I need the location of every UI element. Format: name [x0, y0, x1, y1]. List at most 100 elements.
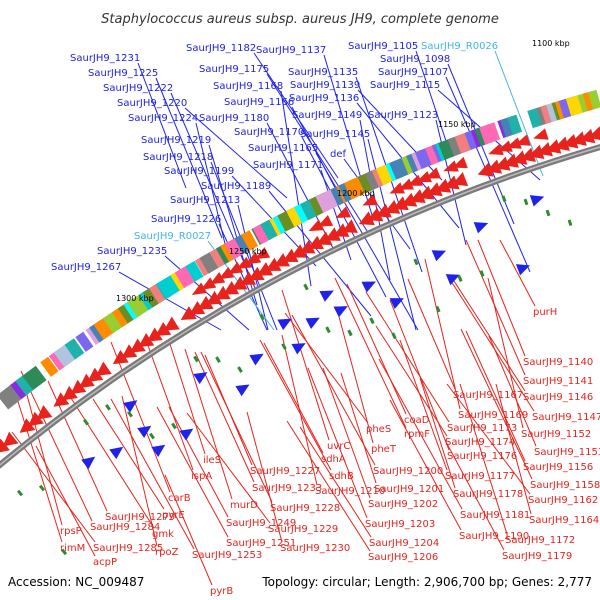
reverse-gene-arrow: [367, 207, 384, 222]
reverse-gene-label: SaurJH9_1229: [268, 524, 338, 535]
reverse-gene-arrow: [443, 160, 459, 172]
reverse-label-connector: [322, 367, 371, 499]
reverse-label-connector: [346, 283, 407, 415]
reverse-gene-arrow: [486, 159, 503, 174]
forward-gene-label: SaurJH9_1182: [186, 43, 256, 54]
forward-label-connector: [137, 62, 187, 189]
reverse-gene-label: SaurJH9_1279: [105, 512, 175, 523]
kbp-tick-label: 1150 kbp: [438, 120, 476, 129]
reverse-label-connector: [399, 339, 448, 471]
tick-mark: [479, 270, 485, 277]
forward-label-connector: [237, 204, 269, 331]
reverse-gene-arrow: [121, 344, 138, 359]
reverse-gene-label: SaurJH9_1203: [365, 519, 435, 530]
reverse-gene-label: SaurJH9_1190: [459, 531, 529, 542]
tick-mark: [303, 283, 309, 291]
forward-gene-label: SaurJH9_1107: [378, 67, 448, 78]
reverse-gene-arrow: [407, 174, 423, 186]
forward-gene-label: SaurJH9_1189: [201, 181, 271, 192]
genome-summary-text: Topology: circular; Length: 2,906,700 bp…: [261, 575, 592, 589]
reverse-gene-label: SaurJH9_1174: [445, 437, 515, 448]
reverse-gene-label: pyrB: [210, 586, 233, 597]
forward-gene-label: SaurJH9_1219: [141, 135, 211, 146]
reverse-label-connector: [14, 391, 63, 543]
functional-category-block: [588, 89, 600, 110]
reverse-gene-arrow: [341, 219, 358, 233]
reverse-label-connector: [169, 343, 206, 455]
forward-gene-arrow: [515, 264, 530, 276]
reverse-gene-label: SaurJH9_1162: [528, 495, 598, 506]
reverse-gene-label: SaurJH9_1152: [521, 429, 591, 440]
reverse-label-connector: [465, 330, 526, 462]
reverse-gene-arrow: [335, 206, 352, 218]
reverse-gene-label: SaurJH9_1164: [529, 515, 599, 526]
reverse-gene-arrow: [112, 349, 129, 365]
forward-gene-arrow: [319, 290, 334, 302]
reverse-label-connector: [446, 383, 531, 495]
reverse-gene-arrow: [409, 189, 426, 204]
reverse-gene-label: uvrC: [327, 441, 350, 452]
forward-gene-label: SaurJH9_1175: [199, 64, 269, 75]
reverse-gene-arrow: [443, 175, 460, 190]
reverse-label-connector: [92, 398, 165, 510]
forward-gene-arrow: [151, 444, 166, 457]
functional-category-block: [185, 260, 204, 282]
functional-category-block: [344, 176, 366, 200]
reverse-gene-label: SaurJH9_1173: [447, 423, 517, 434]
forward-label-connector: [195, 122, 227, 249]
reverse-gene-label: coaD: [404, 415, 430, 426]
reverse-gene-label: sdhB: [329, 471, 354, 482]
reverse-gene-label: SaurJH9_1158: [530, 480, 600, 491]
reverse-label-connector: [284, 312, 369, 424]
forward-gene-arrow: [193, 372, 208, 385]
reverse-gene-arrow: [452, 172, 469, 187]
kbp-tick-label: 1100 kbp: [532, 39, 570, 48]
reverse-gene-label: SaurJH9_1230: [280, 543, 350, 554]
reverse-label-connector: [365, 291, 450, 423]
forward-label-connector: [415, 50, 447, 142]
forward-gene-label: def: [330, 149, 347, 160]
forward-gene-label: SaurJH9_1224: [128, 113, 198, 124]
functional-category-block: [15, 375, 34, 396]
reverse-label-connector: [499, 239, 536, 307]
reverse-gene-label: sdhA: [321, 454, 346, 465]
forward-gene-label: SaurJH9_1105: [348, 41, 418, 52]
forward-label-connector: [266, 73, 370, 235]
reverse-gene-label: SaurJH9_1141: [523, 376, 593, 387]
functional-category-block: [300, 198, 320, 221]
reverse-gene-arrow: [333, 223, 350, 237]
reverse-gene-label: SaurJH9_1179: [502, 551, 572, 562]
reverse-gene-arrow: [36, 405, 53, 420]
reverse-gene-label: SaurJH9_1181: [460, 510, 530, 521]
forward-gene-label: SaurJH9_1226: [151, 214, 221, 225]
reverse-gene-label: purH: [533, 307, 557, 318]
forward-label-connector: [218, 223, 268, 331]
forward-gene-arrow: [277, 318, 292, 331]
forward-gene-arrow: [361, 281, 376, 293]
forward-gene-arrow: [445, 274, 460, 286]
forward-gene-arrow: [529, 195, 545, 207]
reverse-gene-arrow: [245, 251, 262, 265]
reverse-gene-arrow: [78, 373, 95, 389]
reverse-gene-arrow: [282, 248, 299, 262]
reverse-gene-arrow: [146, 327, 163, 342]
reverse-gene-arrow: [200, 277, 217, 290]
functional-category-block: [0, 384, 22, 410]
genome-backbone-highlight: [0, 146, 600, 466]
forward-label-connector: [280, 90, 312, 287]
reverse-gene-arrow: [418, 185, 435, 200]
reverse-label-connector: [145, 339, 194, 471]
functional-category-block: [240, 230, 259, 251]
reverse-label-connector: [495, 383, 532, 515]
functional-category-block: [375, 164, 394, 186]
reverse-gene-arrow: [248, 266, 265, 281]
tick-mark: [171, 422, 177, 430]
reverse-gene-arrow: [545, 139, 562, 154]
reverse-label-connector: [35, 445, 96, 557]
reverse-label-connector: [488, 335, 537, 447]
reverse-gene-arrow: [358, 211, 375, 226]
reverse-gene-label: SaurJH9_1204: [369, 538, 439, 549]
reverse-gene-arrow: [138, 332, 155, 348]
reverse-gene-label: SaurJH9_1253: [192, 550, 262, 561]
reverse-gene-label: ispA: [191, 471, 212, 482]
